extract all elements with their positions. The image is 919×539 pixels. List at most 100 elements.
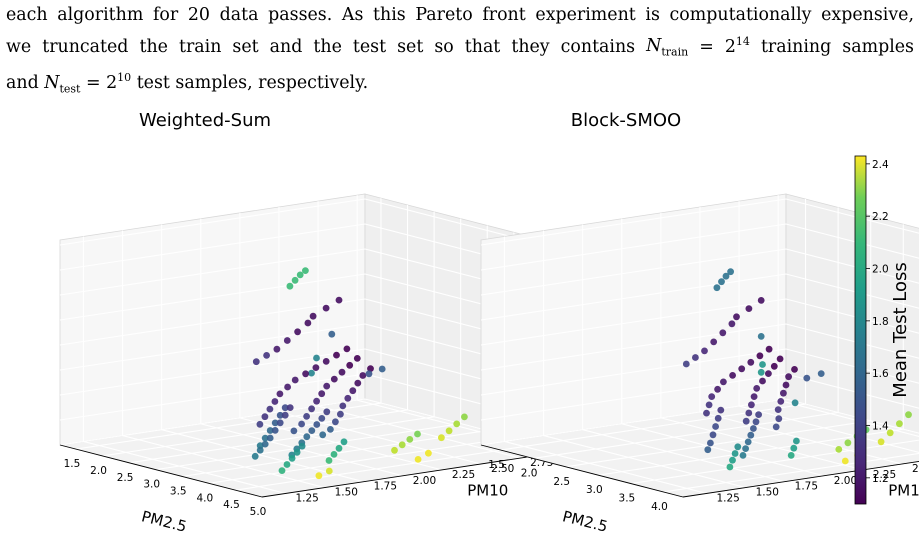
data-point — [738, 365, 746, 373]
y-tick-label: 1.50 — [335, 487, 358, 499]
x-tick-label: 2.0 — [90, 465, 107, 477]
data-point — [739, 452, 747, 459]
data-point — [332, 418, 339, 426]
data-point — [335, 444, 343, 452]
data-point — [333, 351, 340, 359]
data-point — [682, 360, 690, 368]
x-tick-label: 3.0 — [586, 484, 603, 496]
data-point — [276, 419, 284, 427]
data-point — [745, 409, 753, 417]
data-point — [905, 411, 912, 419]
data-point — [742, 417, 750, 425]
data-point — [398, 441, 406, 449]
x-axis-line — [59, 444, 263, 498]
data-point — [340, 438, 348, 446]
data-point — [338, 368, 346, 376]
data-point — [745, 305, 753, 312]
data-point — [844, 439, 852, 447]
data-point — [742, 445, 749, 452]
data-point — [323, 382, 331, 390]
y-tick-label: 2.25 — [452, 469, 475, 481]
data-point — [251, 452, 259, 460]
data-point — [266, 427, 274, 434]
data-point — [717, 406, 725, 414]
data-point — [266, 405, 274, 413]
data-point — [759, 377, 766, 385]
data-point — [782, 381, 790, 389]
colorbar-tick-label: 2.0 — [872, 264, 889, 276]
data-points — [251, 267, 468, 480]
data-point — [283, 461, 291, 468]
gridline-z — [480, 373, 919, 421]
data-point — [772, 423, 780, 431]
data-point — [261, 413, 269, 421]
data-point — [325, 467, 333, 475]
x-tick-label: 4.0 — [196, 492, 213, 504]
colorbar-tick-label: 1.8 — [872, 316, 889, 328]
gridlines — [480, 195, 919, 494]
data-point — [770, 362, 778, 370]
paragraph-line: each algorithm for 20 data passes. As th… — [6, 5, 914, 25]
data-point — [256, 446, 264, 454]
gridline-z — [480, 198, 919, 246]
data-point — [765, 370, 772, 377]
data-point — [817, 370, 825, 377]
y-tick-label: 1.25 — [716, 492, 739, 504]
data-point — [283, 337, 291, 344]
data-point — [276, 390, 284, 398]
data-point — [261, 434, 269, 442]
data-point — [298, 442, 306, 450]
data-point — [780, 389, 787, 397]
data-point — [298, 420, 305, 428]
data-point — [365, 370, 373, 378]
y-axis-line — [682, 460, 919, 498]
plot-weighted-sum: Weighted-Sum 1.5 2.0 2.5 3.0 3.5 4.0 4.5 5.0 1.2… — [59, 110, 630, 536]
data-point — [303, 413, 310, 420]
data-point — [722, 272, 730, 280]
data-point — [759, 361, 766, 368]
data-point — [328, 330, 336, 338]
data-point — [708, 393, 716, 400]
data-point — [288, 455, 296, 462]
y-axis-label: PM10 — [467, 482, 508, 500]
data-point — [787, 452, 795, 459]
colorbar-tick-label: 2.2 — [872, 211, 889, 223]
data-point — [713, 284, 721, 292]
colorbar-tick-label: 1.6 — [872, 368, 889, 380]
y-tick-label: 1.50 — [756, 487, 779, 499]
y-tick-label: 1.25 — [295, 492, 318, 504]
data-point — [286, 404, 294, 411]
data-point — [318, 415, 326, 422]
data-point — [841, 457, 849, 465]
data-point — [753, 385, 761, 392]
x-tick-label: 4.5 — [223, 499, 240, 511]
gridline-z — [480, 248, 919, 296]
x-tick-label: 2.5 — [117, 472, 134, 484]
data-point — [327, 426, 334, 433]
data-point — [313, 354, 320, 362]
data-point — [747, 358, 755, 366]
data-point — [414, 430, 421, 438]
data-point — [775, 415, 783, 423]
colorbar-tick-label: 1.4 — [872, 421, 889, 433]
caption-paragraph: each algorithm for 20 data passes. As th… — [6, 3, 914, 102]
paragraph-text: we truncated the train set and the test … — [6, 36, 647, 57]
data-point — [308, 369, 315, 377]
data-point — [720, 378, 727, 386]
data-point — [349, 387, 357, 395]
data-point — [886, 429, 894, 437]
data-point — [704, 446, 712, 454]
data-point — [312, 364, 320, 371]
axes — [480, 444, 919, 498]
gridline-z — [59, 198, 568, 252]
x-tick-label: 3.5 — [170, 485, 187, 497]
data-point — [304, 319, 312, 327]
colorbar-label: Mean Test Loss — [890, 262, 911, 397]
paragraph-line: we truncated the train set and the test … — [6, 29, 914, 66]
data-point — [391, 446, 398, 454]
data-point — [438, 434, 445, 442]
data-point — [461, 413, 468, 421]
data-point — [729, 372, 736, 379]
data-point — [276, 411, 284, 419]
data-point — [261, 440, 269, 448]
